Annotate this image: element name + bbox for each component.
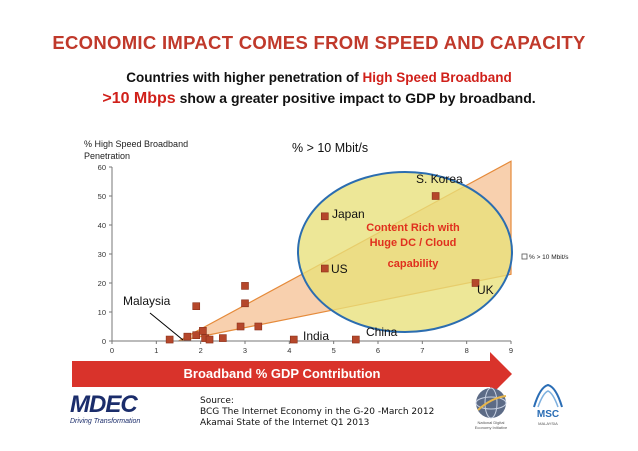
msc-logo-caption: MALAYSIA (538, 421, 558, 426)
national-digital-economy-logo: National Digital Economy Initiative (470, 386, 512, 434)
data-point (165, 335, 174, 344)
content-rich-ellipse (297, 171, 513, 333)
callout-line-1: Content Rich with (366, 222, 460, 234)
mdec-logo-text: MDEC (70, 391, 138, 418)
globe-icon (475, 387, 507, 419)
callout-line-3: capability (388, 258, 440, 270)
data-point (241, 299, 249, 308)
data-point (199, 327, 207, 335)
subtitle-line-1-text: Countries with higher penetration of (126, 70, 363, 85)
data-point (254, 322, 263, 331)
x-tick-label: 2 (199, 346, 203, 355)
point-label: China (366, 325, 398, 339)
x-tick-label: 4 (287, 346, 291, 355)
point-label: S. Korea (416, 172, 463, 186)
source-line-2: Akamai State of the Internet Q1 2013 (200, 418, 370, 428)
data-point (205, 335, 214, 344)
x-tick-label: 0 (110, 346, 114, 355)
source-line-1: BCG The Internet Economy in the G-20 -Ma… (200, 407, 435, 417)
source-note: Source: BCG The Internet Economy in the … (200, 396, 434, 429)
mdec-logo: MDEC Driving Transformation (70, 393, 180, 433)
slide-title: ECONOMIC IMPACT COMES FROM SPEED AND CAP… (52, 32, 586, 53)
data-point (352, 335, 360, 344)
subtitle-line-2-text: show a greater positive impact to GDP by… (175, 90, 536, 106)
x-tick-label: 3 (243, 346, 247, 355)
y-axis-title-line-1: % High Speed Broadband (84, 139, 188, 149)
mdec-logo-tagline: Driving Transformation (70, 418, 141, 425)
legend-label: % > 10 Mbit/s (529, 254, 569, 261)
x-tick-label: 1 (154, 346, 158, 355)
y-axis-title-line-2: Penetration (84, 151, 130, 161)
data-point (241, 282, 249, 290)
x-tick-label: 6 (376, 346, 380, 355)
point-label: India (303, 329, 329, 343)
data-point (320, 264, 329, 273)
subtitle-speed-highlight: >10 Mbps (102, 90, 176, 107)
y-tick-label: 50 (98, 192, 106, 201)
data-point (289, 335, 298, 344)
data-point (219, 334, 227, 342)
callout-line-2: Huge DC / Cloud (370, 237, 457, 249)
data-point (192, 331, 201, 340)
gdp-contribution-arrow (72, 352, 512, 396)
y-tick-label: 10 (98, 308, 106, 317)
x-tick-label: 8 (465, 346, 469, 355)
point-label: Japan (332, 207, 365, 221)
data-point (320, 212, 329, 221)
x-tick-label: 9 (509, 346, 513, 355)
data-point (192, 302, 201, 311)
y-tick-label: 30 (98, 250, 106, 259)
data-point (183, 332, 192, 341)
malaysia-pointer-line (149, 312, 184, 341)
x-tick-label: 7 (420, 346, 424, 355)
point-label: UK (477, 283, 494, 297)
data-point (471, 279, 480, 287)
source-label: Source: (200, 396, 234, 406)
subtitle-line-2: >10 Mbps show a greater positive impact … (0, 90, 638, 108)
y-tick-label: 20 (98, 279, 106, 288)
data-point (431, 192, 440, 200)
arrow-label: Broadband % GDP Contribution (183, 366, 381, 381)
msc-logo: MSC MALAYSIA (520, 383, 576, 435)
subtitle-highlight: High Speed Broadband (362, 70, 512, 85)
data-point (236, 322, 245, 331)
msc-logo-text: MSC (536, 409, 560, 420)
subtitle-line-1: Countries with higher penetration of Hig… (0, 70, 638, 85)
y-tick-label: 40 (98, 221, 106, 230)
x-tick-label: 5 (332, 346, 336, 355)
legend-swatch (521, 253, 528, 260)
msc-wave-icon (533, 383, 563, 408)
nita-logo-caption: National Digital Economy Initiative (474, 420, 508, 430)
y-tick-label: 60 (98, 163, 106, 172)
chart-title: % > 10 Mbit/s (292, 141, 368, 155)
point-label: Malaysia (123, 294, 171, 308)
point-label: US (331, 262, 348, 276)
y-tick-label: 0 (102, 337, 106, 346)
